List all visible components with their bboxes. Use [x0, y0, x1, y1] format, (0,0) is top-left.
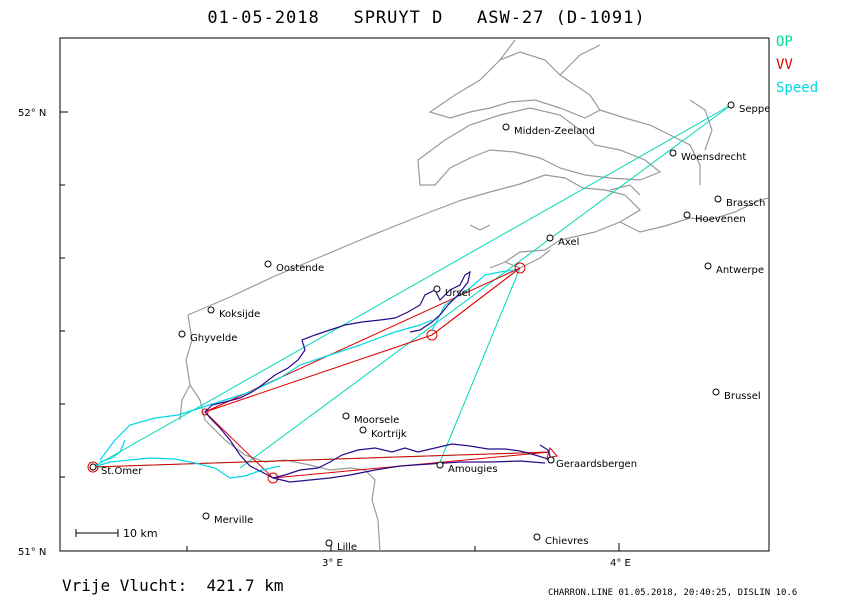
- place-woensdrecht: Woensdrecht: [681, 152, 746, 163]
- place-ursel: Ursel: [445, 288, 471, 299]
- place-oostende: Oostende: [276, 263, 324, 274]
- place-kortrijk: Kortrijk: [371, 429, 407, 440]
- lon-4-label: 4° E: [610, 558, 631, 569]
- lat-51-label: 51° N: [18, 547, 46, 558]
- legend-op: OP: [776, 34, 793, 50]
- free-flight-distance: Vrije Vlucht: 421.7 km: [62, 576, 284, 595]
- place-st-omer: St.Omer: [101, 466, 143, 477]
- place-hoevenen: Hoevenen: [695, 214, 746, 225]
- lon-3-label: 3° E: [322, 558, 343, 569]
- place-brasschaat: Brassch: [726, 198, 765, 209]
- flight-title: 01-05-2018 SPRUYT D ASW-27 (D-1091): [207, 8, 646, 28]
- place-ghyvelde: Ghyvelde: [190, 333, 237, 344]
- place-brussel: Brussel: [724, 391, 761, 402]
- place-lille: Lille: [337, 542, 357, 553]
- place-seppe: Seppe: [739, 104, 770, 115]
- axis-ticks: [60, 111, 620, 551]
- place-amougies: Amougies: [448, 464, 498, 475]
- place-geraardsbergen: Geraardsbergen: [556, 459, 637, 470]
- vv-lines: [92, 267, 558, 479]
- place-axel: Axel: [558, 237, 579, 248]
- place-midden-zeeland: Midden-Zeeland: [514, 126, 595, 137]
- coastline: [187, 39, 713, 316]
- place-antwerpen: Antwerpe: [716, 265, 764, 276]
- legend-vv: VV: [776, 57, 793, 73]
- credit-line: CHARRON.LINE 01.05.2018, 20:40:25, DISLI…: [548, 588, 798, 598]
- legend-speed: Speed: [776, 80, 819, 96]
- place-markers: [89, 101, 735, 547]
- speed-track: [92, 269, 516, 479]
- map-frame: [59, 37, 770, 552]
- place-moorsele: Moorsele: [354, 415, 399, 426]
- place-chievres: Chievres: [545, 536, 588, 547]
- scale-label: 10 km: [123, 527, 158, 540]
- scale-bar: [75, 529, 119, 537]
- flight-track: [204, 270, 554, 483]
- place-koksijde: Koksijde: [219, 309, 260, 320]
- lat-52-label: 52° N: [18, 108, 46, 119]
- place-merville: Merville: [214, 515, 253, 526]
